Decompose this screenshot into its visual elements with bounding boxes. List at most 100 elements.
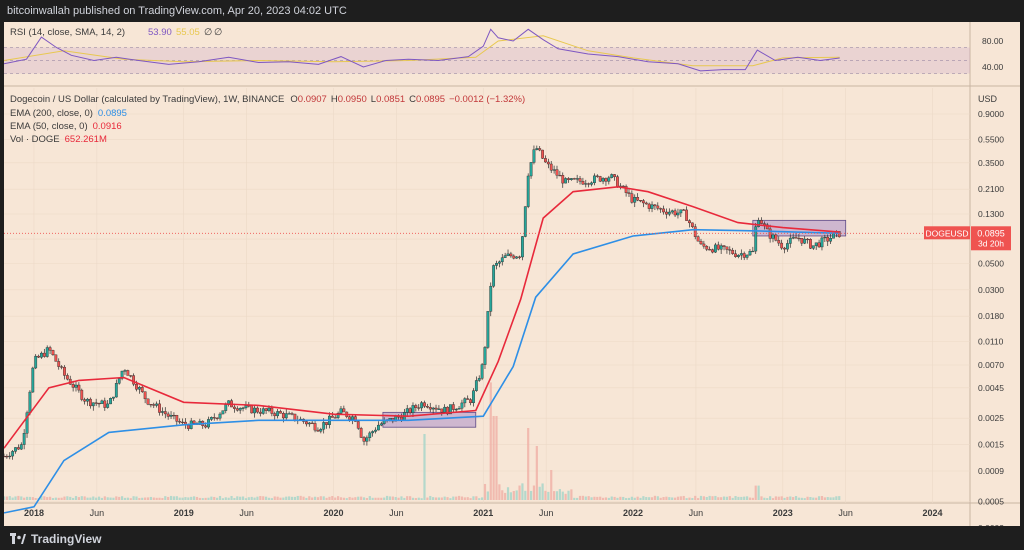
- candle-body: [83, 399, 87, 402]
- candle-body: [506, 253, 510, 256]
- candle-body: [737, 254, 740, 257]
- volume-bar: [815, 497, 818, 500]
- volume-bar: [57, 497, 60, 500]
- volume-bar: [809, 497, 812, 500]
- candle-body: [699, 240, 703, 245]
- volume-bar: [313, 496, 317, 500]
- volume-bar: [187, 497, 190, 500]
- candle-body: [647, 203, 651, 209]
- volume-bar: [743, 496, 746, 500]
- candle-body: [483, 347, 487, 365]
- volume-bar: [385, 495, 389, 500]
- candle-body: [656, 205, 660, 209]
- candle-body: [768, 228, 772, 239]
- volume-bar: [43, 496, 46, 500]
- volume-bar: [172, 496, 176, 500]
- tradingview-logo[interactable]: TradingView: [10, 532, 101, 546]
- price-axis[interactable]: 0.90000.55000.35000.21000.13000.08000.05…: [978, 109, 1004, 533]
- candle-body: [719, 245, 723, 250]
- time-tick-label: 2024: [923, 508, 943, 518]
- time-axis[interactable]: 2018 Jun 2019 Jun 2020 Jun 2021 Jun 2022 Jun 2023 J…: [24, 508, 943, 518]
- candle-body: [132, 375, 136, 385]
- volume-bar: [527, 428, 530, 500]
- volume-bar: [239, 496, 242, 500]
- rsi-sma-line: [3, 35, 840, 67]
- volume-bar: [518, 485, 521, 500]
- candle-body: [362, 437, 366, 442]
- volume-bar: [748, 497, 752, 500]
- time-tick-label: Jun: [689, 508, 704, 518]
- candle-body: [106, 403, 110, 408]
- candle-body: [567, 178, 570, 180]
- volume-bar: [449, 498, 452, 500]
- candle-body: [163, 411, 167, 415]
- candle-body: [708, 249, 712, 251]
- candle-body: [86, 398, 89, 402]
- chart-frame[interactable]: 80.00 40.00 0.9000 0.5500 0.3500 0.2100 0.130…: [2, 22, 1020, 533]
- candle-body: [820, 237, 824, 248]
- volume-bar: [227, 497, 230, 500]
- candle-body: [762, 223, 766, 226]
- candle-body: [515, 256, 519, 259]
- volume-bar: [224, 497, 227, 500]
- legend-h-label: H: [331, 94, 338, 105]
- volume-bar: [653, 495, 657, 500]
- candle-body: [616, 176, 619, 188]
- candle-body: [359, 428, 363, 438]
- volume-bar: [538, 486, 541, 500]
- candle-body: [434, 407, 438, 410]
- candle-body: [218, 413, 222, 419]
- candle-body: [273, 413, 277, 417]
- candle-body: [705, 246, 709, 250]
- volume-bar: [751, 497, 754, 500]
- publisher-text: bitcoinwallah published on TradingView.c…: [7, 5, 347, 17]
- volume-bar: [216, 497, 219, 500]
- volume-bar: [812, 497, 815, 500]
- volume-bar: [141, 497, 144, 500]
- volume-bar: [699, 495, 703, 500]
- price-chart[interactable]: 80.00 40.00 0.9000 0.5500 0.3500 0.2100 0.130…: [2, 22, 1020, 533]
- volume-bar: [69, 496, 72, 500]
- volume-bar: [452, 496, 455, 500]
- volume-bar: [780, 496, 783, 500]
- candle-body: [826, 236, 830, 242]
- candle-body: [414, 405, 418, 408]
- candle-body: [155, 403, 159, 406]
- candle-body: [351, 416, 354, 420]
- volume-bar: [717, 497, 720, 500]
- candle-body: [486, 311, 490, 348]
- volume-bar: [455, 496, 458, 500]
- volume-bar: [547, 491, 550, 500]
- candle-body: [224, 404, 228, 411]
- volume-bar: [40, 496, 43, 500]
- candle-body: [607, 177, 611, 182]
- candle-body: [561, 175, 565, 184]
- candle-body: [679, 209, 683, 214]
- candle-body: [800, 237, 804, 244]
- volume-bar: [763, 497, 766, 500]
- volume-bar: [728, 496, 731, 500]
- volume-bar: [492, 416, 495, 500]
- volume-bar: [472, 496, 475, 500]
- volume-bar: [671, 497, 674, 500]
- candle-body: [673, 210, 677, 216]
- price-tick-label: 0.0025: [978, 413, 1004, 423]
- volume-bar: [697, 498, 700, 500]
- candle-body: [114, 383, 118, 398]
- candle-body: [546, 161, 550, 165]
- volume-bar: [339, 497, 343, 500]
- candle-body: [60, 366, 64, 368]
- candle-body: [497, 261, 501, 264]
- candle-body: [633, 197, 637, 203]
- candle-body: [610, 174, 614, 178]
- volume-bar: [656, 496, 659, 500]
- candle-body: [293, 413, 297, 421]
- candle-body: [731, 250, 735, 254]
- volume-bar: [737, 496, 740, 500]
- candle-body: [287, 413, 291, 415]
- volume-bar: [838, 496, 841, 500]
- volume-bar: [63, 496, 66, 500]
- volume-bar: [109, 497, 112, 500]
- volume-bar: [622, 496, 625, 500]
- volume-bar: [54, 497, 57, 500]
